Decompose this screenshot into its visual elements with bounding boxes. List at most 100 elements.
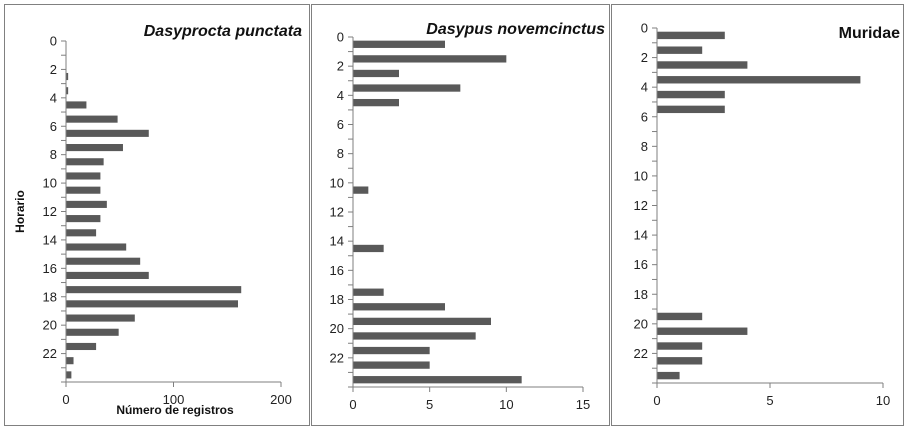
y-tick-label: 18 (330, 292, 344, 307)
y-tick-label: 2 (641, 50, 648, 65)
bar-20 (66, 328, 119, 336)
bar-23 (66, 371, 72, 379)
chart-title: Dasypus novemcinctus (426, 21, 605, 38)
y-tick-label: 0 (641, 21, 648, 36)
bar-15 (66, 257, 141, 265)
bar-14 (66, 243, 127, 251)
y-tick-label: 18 (43, 289, 57, 304)
bar-16 (66, 271, 149, 279)
bar-21 (66, 342, 97, 351)
bar-2 (353, 69, 399, 78)
y-tick-label: 6 (337, 117, 344, 132)
y-tick-label: 0 (337, 30, 344, 45)
bar-19 (657, 312, 703, 321)
y-tick-label: 10 (330, 175, 344, 190)
bar-4 (66, 101, 87, 109)
y-tick-label: 6 (641, 109, 648, 124)
bar-3 (657, 76, 861, 84)
bar-0 (657, 31, 725, 40)
panel-frame-2 (611, 4, 904, 426)
x-tick-label: 10 (876, 393, 890, 408)
y-tick-label: 0 (50, 34, 57, 49)
bar-3 (353, 84, 461, 92)
y-tick-label: 12 (43, 204, 57, 219)
y-tick-label: 20 (634, 316, 648, 331)
bar-17 (353, 288, 384, 296)
bar-21 (657, 342, 703, 350)
y-tick-label: 2 (337, 59, 344, 74)
bar-22 (66, 357, 74, 365)
y-tick-label: 8 (50, 147, 57, 162)
y-axis-title: Horario (13, 190, 27, 233)
y-tick-label: 16 (634, 257, 648, 272)
bar-8 (66, 158, 104, 166)
chart-panel-1: 0 2 4 6 8 10 12 14 16 18 20 22 0 5 10 15 Dasypus novemci… (330, 21, 606, 412)
bar-19 (353, 317, 491, 326)
bar-7 (66, 144, 123, 152)
y-tick-label: 4 (641, 80, 648, 95)
y-tick-label: 8 (641, 139, 648, 154)
bar-22 (657, 357, 703, 365)
bar-1 (657, 46, 703, 54)
x-tick-label: 100 (163, 392, 185, 407)
bar-18 (353, 303, 445, 311)
y-tick-label: 16 (330, 263, 344, 278)
bar-4 (353, 98, 399, 107)
bar-20 (657, 327, 748, 335)
bar-2 (657, 61, 748, 69)
x-tick-label: 0 (349, 397, 356, 412)
x-tick-label: 5 (766, 393, 773, 408)
bar-21 (353, 346, 430, 355)
bar-6 (66, 129, 149, 137)
bar-18 (66, 300, 238, 308)
x-tick-label: 0 (62, 392, 69, 407)
chart-panel-2: 0 2 4 6 8 10 12 14 16 18 20 22 0 5 10 Muridae (634, 21, 901, 409)
y-tick-label: 20 (330, 321, 344, 336)
y-tick-label: 22 (43, 346, 57, 361)
bar-1 (353, 55, 507, 63)
y-tick-label: 14 (43, 232, 57, 247)
y-tick-label: 22 (634, 346, 648, 361)
y-tick-label: 2 (50, 62, 57, 77)
bar-0 (353, 40, 445, 48)
y-tick-label: 12 (330, 205, 344, 220)
x-tick-label: 200 (270, 392, 292, 407)
y-tick-label: 10 (43, 176, 57, 191)
x-tick-label: 5 (426, 397, 433, 412)
bar-20 (353, 332, 476, 340)
y-tick-label: 8 (337, 146, 344, 161)
bar-3 (66, 87, 69, 95)
y-tick-label: 20 (43, 318, 57, 333)
bar-13 (66, 229, 97, 237)
bar-17 (66, 286, 242, 294)
y-tick-label: 12 (634, 198, 648, 213)
bar-10 (353, 186, 369, 194)
y-tick-label: 18 (634, 287, 648, 302)
bar-23 (353, 376, 522, 384)
y-tick-label: 6 (50, 119, 57, 134)
y-tick-label: 10 (634, 168, 648, 183)
x-tick-label: 15 (576, 397, 590, 412)
bar-2 (66, 72, 69, 81)
bar-12 (66, 215, 101, 223)
x-axis-title: Número de registros (116, 403, 234, 417)
chart-title: Muridae (839, 25, 900, 42)
bar-5 (66, 115, 118, 123)
y-tick-label: 22 (330, 350, 344, 365)
y-tick-label: 14 (634, 228, 648, 243)
chart-title: Dasyprocta punctata (144, 23, 302, 40)
bar-23 (657, 371, 680, 380)
bar-22 (353, 361, 430, 369)
y-tick-label: 4 (50, 90, 57, 105)
bar-5 (657, 105, 725, 114)
bar-10 (66, 186, 101, 194)
bar-19 (66, 314, 135, 322)
y-tick-label: 4 (337, 88, 344, 103)
bar-4 (657, 90, 725, 99)
chart-panel-0: 0 2 4 6 8 10 12 14 16 18 20 22 0 100 200 Dasyprocta pun… (13, 23, 302, 417)
panel-frame-0 (4, 4, 310, 426)
bar-14 (353, 244, 384, 253)
x-tick-label: 10 (499, 397, 513, 412)
